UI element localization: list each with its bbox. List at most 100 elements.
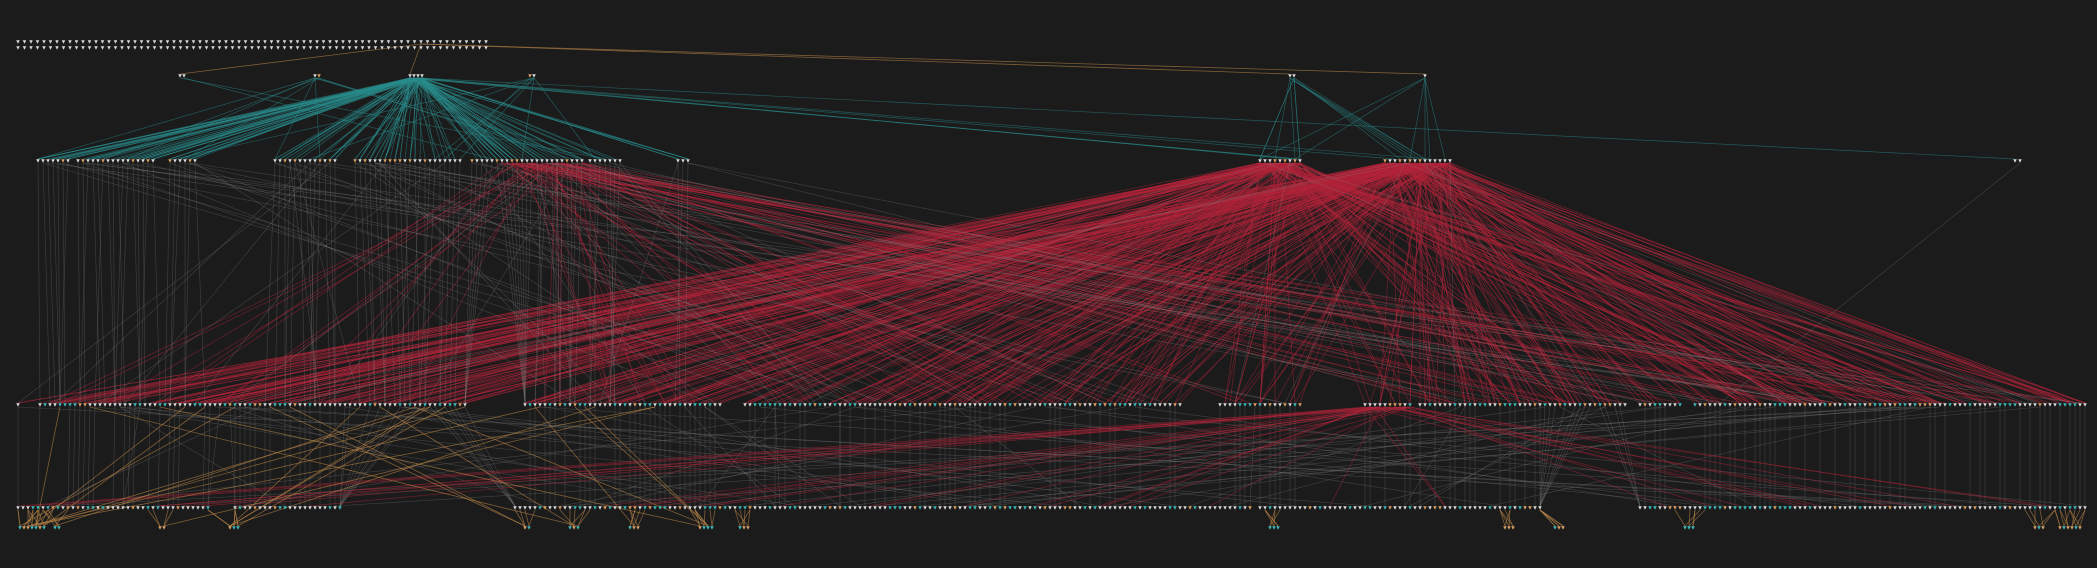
graph-edge [1269, 162, 2046, 404]
graph-edge [439, 162, 446, 404]
graph-node [943, 403, 947, 407]
graph-edge [264, 162, 276, 404]
graph-node [1868, 506, 1872, 510]
graph-node [318, 506, 322, 510]
graph-node [1048, 403, 1052, 407]
graph-node [1438, 403, 1442, 407]
graph-node [540, 159, 544, 163]
graph-edge [1364, 406, 1751, 507]
graph-edge [2024, 509, 2036, 527]
graph-edge [35, 509, 39, 527]
graph-edge [1409, 406, 1956, 507]
graph-edge [1249, 406, 1256, 507]
graph-node [576, 526, 580, 530]
graph-edge [122, 406, 141, 507]
graph-node [1583, 403, 1587, 407]
graph-node [1703, 403, 1707, 407]
graph-node [1088, 403, 1092, 407]
graph-node [663, 403, 667, 407]
graph-node [1078, 506, 1082, 510]
graph-edge [147, 509, 161, 527]
graph-edge [526, 162, 1681, 404]
graph-edge [854, 406, 1501, 507]
graph-node [1558, 403, 1562, 407]
graph-edge [1299, 162, 1531, 404]
graph-node [1138, 506, 1142, 510]
graph-node [1073, 403, 1077, 407]
graph-edge [566, 162, 1046, 404]
graph-node [878, 506, 882, 510]
graph-node [283, 403, 287, 407]
graph-edge [544, 406, 1101, 507]
graph-node [458, 40, 462, 44]
graph-node [633, 403, 637, 407]
graph-edge [531, 162, 861, 404]
graph-edge [169, 162, 181, 404]
graph-node [948, 403, 952, 407]
graph-edge [544, 162, 558, 404]
graph-edge [112, 406, 116, 507]
graph-edge [659, 406, 1406, 507]
graph-node [668, 506, 672, 510]
graph-edge [444, 77, 531, 160]
graph-edge [319, 162, 1301, 404]
graph-node [636, 526, 640, 530]
graph-node [173, 403, 177, 407]
graph-edge [589, 162, 1281, 404]
graph-edge [581, 162, 1251, 404]
graph-node [1853, 403, 1857, 407]
graph-edge [1688, 509, 1691, 527]
graph-node [158, 526, 162, 530]
graph-node [988, 403, 992, 407]
graph-edge [1294, 162, 1806, 404]
graph-node [1123, 403, 1127, 407]
graph-node [2037, 526, 2041, 530]
graph-node [510, 159, 514, 163]
graph-edge [109, 162, 1446, 404]
graph-edge [536, 162, 576, 404]
graph-node [2066, 526, 2070, 530]
graph-node [1958, 403, 1962, 407]
graph-edge [1293, 77, 1401, 160]
graph-edge [711, 509, 716, 527]
graph-node [295, 40, 300, 44]
graph-node [918, 506, 922, 510]
graph-node [41, 506, 45, 510]
graph-edge [1384, 162, 2021, 404]
graph-edge [439, 162, 1436, 404]
graph-edge [424, 162, 573, 404]
graph-node [191, 506, 195, 510]
graph-edge [384, 77, 423, 160]
graph-edge [511, 162, 1071, 404]
graph-node [1048, 506, 1052, 510]
graph-node [383, 159, 387, 163]
graph-edge [294, 162, 916, 404]
graph-node [63, 403, 67, 407]
graph-edge [1499, 509, 1514, 527]
graph-edge [1234, 162, 1291, 404]
graph-node [2073, 403, 2077, 407]
graph-edge [413, 77, 503, 160]
graph-node [1368, 506, 1372, 510]
graph-node [1728, 403, 1732, 407]
graph-node [928, 403, 932, 407]
graph-node [763, 403, 767, 407]
graph-node [1508, 506, 1512, 510]
graph-node [113, 40, 118, 44]
graph-node [993, 403, 997, 407]
graph-node [1388, 403, 1392, 407]
graph-node [146, 506, 150, 510]
graph-edge [1229, 406, 1606, 507]
graph-edge [1114, 162, 1286, 404]
graph-node [18, 526, 22, 530]
graph-edge [1424, 77, 1431, 160]
graph-node [1933, 403, 1937, 407]
graph-node [363, 159, 367, 163]
graph-node [2013, 159, 2017, 163]
graph-node [480, 159, 484, 163]
graph-node [1218, 506, 1222, 510]
graph-node [746, 526, 750, 530]
graph-node [178, 40, 183, 44]
graph-edge [354, 162, 1996, 404]
